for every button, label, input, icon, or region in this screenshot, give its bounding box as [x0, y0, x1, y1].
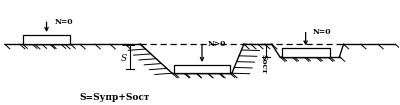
Text: S: S: [120, 54, 126, 63]
Bar: [23, 35, 70, 44]
Text: N=0: N=0: [313, 28, 332, 36]
Bar: [282, 48, 330, 57]
Text: S=Sупр+Sост: S=Sупр+Sост: [79, 93, 150, 102]
Text: Sост: Sост: [260, 54, 268, 74]
Bar: [174, 65, 230, 73]
Text: N=0: N=0: [54, 18, 73, 26]
Text: N>0: N>0: [208, 40, 226, 48]
